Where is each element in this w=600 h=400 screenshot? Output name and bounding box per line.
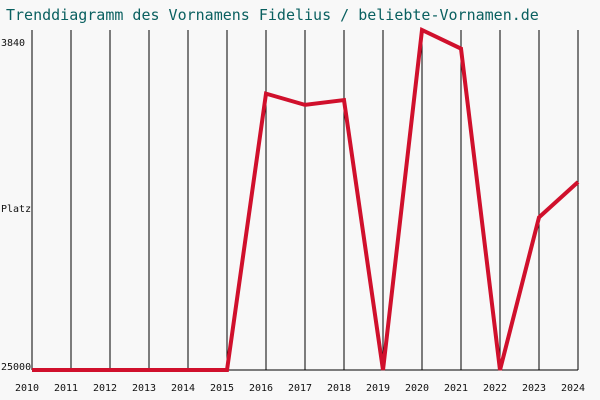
- series-line: [32, 26, 580, 372]
- chart-title: Trenddiagramm des Vornamens Fidelius / b…: [6, 6, 539, 24]
- x-tick-label: 2018: [327, 383, 351, 394]
- x-tick-label: 2019: [366, 383, 390, 394]
- series-layer: [32, 26, 580, 372]
- x-tick-label: 2023: [522, 383, 546, 394]
- x-tick-label: 2024: [561, 383, 585, 394]
- x-tick-label: 2020: [405, 383, 429, 394]
- y-axis-label: Platz: [1, 204, 31, 215]
- x-tick-label: 2021: [444, 383, 468, 394]
- x-tick-label: 2016: [249, 383, 273, 394]
- x-tick-label: 2015: [210, 383, 234, 394]
- x-tick-label: 2013: [132, 383, 156, 394]
- x-tick-label: 2012: [93, 383, 117, 394]
- tick-labels: 2010 2011 2012 2013 2014 2015 2016 2017 2018 2019…: [1, 38, 585, 394]
- x-tick-label: 2010: [15, 383, 39, 394]
- x-tick-label: 2017: [288, 383, 312, 394]
- grid-lines: [70, 30, 579, 370]
- x-tick-label: 2014: [171, 383, 195, 394]
- y-tick-label-top: 3840: [1, 38, 25, 49]
- x-tick-label: 2011: [54, 383, 78, 394]
- y-tick-label-bottom: 25000: [1, 362, 31, 373]
- x-tick-label: 2022: [483, 383, 507, 394]
